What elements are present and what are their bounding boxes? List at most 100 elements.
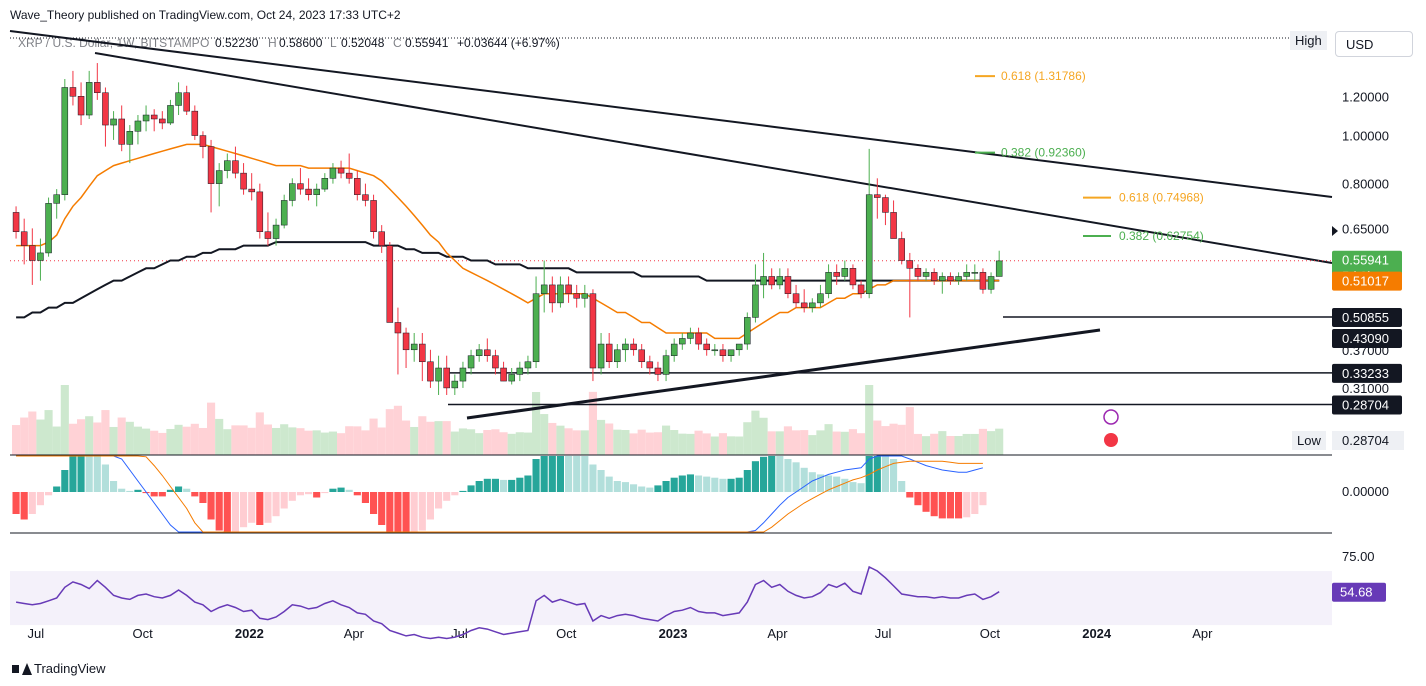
volume-bar: [816, 430, 825, 455]
volume-bar: [962, 433, 971, 455]
candle-body: [695, 332, 702, 345]
volume-bar: [556, 425, 565, 455]
volume-bar: [231, 425, 240, 455]
candle-body: [370, 200, 377, 232]
volume-bar: [588, 391, 597, 455]
volume-bar: [418, 416, 427, 455]
candle-body: [419, 343, 426, 363]
macd-histogram-bar: [12, 492, 20, 514]
legend-open-label: O: [200, 36, 209, 50]
candle-body: [833, 272, 840, 277]
candle-body: [224, 160, 231, 171]
volume-bar: [686, 433, 695, 455]
ohlc-legend: XRP / U.S. Dollar, 1W, BITSTAMP O 0.5223…: [18, 36, 560, 50]
macd-histogram-bar: [110, 481, 118, 492]
macd-histogram-bar: [418, 492, 426, 531]
candle-body: [849, 268, 857, 286]
candle-body: [630, 343, 637, 351]
macd-histogram-bar: [630, 484, 638, 492]
macd-histogram-bar: [443, 492, 451, 501]
candle-body: [792, 293, 800, 304]
currency-button[interactable]: USD: [1335, 31, 1413, 57]
volume-bar: [881, 426, 890, 455]
candle-body: [321, 178, 329, 190]
macd-histogram-bar: [922, 492, 930, 512]
volume-bar: [12, 425, 21, 455]
candle-body: [118, 118, 125, 145]
y-tick-label: 0.80000: [1342, 177, 1389, 192]
volume-bar: [328, 431, 337, 455]
volume-bar: [515, 432, 524, 455]
candle-body: [922, 272, 930, 277]
macd-histogram-bar: [28, 492, 36, 514]
macd-histogram-bar: [386, 492, 394, 532]
candle-body: [451, 380, 459, 389]
volume-bar: [142, 428, 151, 455]
macd-histogram-bar: [215, 492, 223, 531]
macd-histogram-bar: [597, 470, 605, 492]
volume-bar: [255, 412, 264, 455]
price-label-box: [1332, 395, 1402, 415]
macd-histogram-bar: [101, 464, 109, 492]
macd-histogram-bar: [93, 456, 101, 492]
tradingview-brand[interactable]: TradingView: [12, 661, 106, 676]
volume-bar: [629, 433, 638, 455]
volume-bar: [832, 431, 841, 455]
sma200-line: [16, 241, 1000, 319]
candle-body: [305, 188, 312, 195]
volume-bar: [824, 424, 833, 455]
macd-histogram-bar: [36, 492, 44, 506]
volume-bar: [808, 435, 817, 455]
volume-bar: [483, 430, 492, 455]
volume-bar: [540, 414, 549, 455]
macd-histogram-bar: [118, 488, 126, 492]
candle-body: [597, 343, 605, 369]
candles-layer: [12, 63, 1003, 395]
volume-bar: [751, 410, 760, 455]
volume-bar: [223, 429, 232, 455]
macd-histogram-bar: [573, 456, 581, 492]
candle-body: [150, 114, 158, 120]
volume-bar: [597, 419, 606, 455]
volume-bar: [678, 433, 687, 455]
candle-body: [264, 231, 272, 239]
candle-body: [540, 284, 548, 294]
macd-histogram-bar: [69, 456, 77, 492]
macd-histogram-bar: [849, 482, 857, 492]
x-tick-label: Oct: [556, 626, 577, 641]
macd-signal-line: [16, 455, 983, 533]
candle-body: [289, 183, 296, 201]
macd-histogram-bar: [158, 492, 166, 497]
y-tick-label: 0.31000: [1342, 381, 1389, 396]
macd-histogram-bar: [500, 479, 508, 492]
candle-body: [581, 293, 589, 299]
macd-histogram-bar: [881, 456, 889, 492]
candle-body: [215, 170, 223, 184]
tradingview-logo-icon: [12, 662, 32, 675]
candle-body: [979, 272, 987, 290]
volume-bar: [605, 423, 614, 455]
legend-symbol: XRP / U.S. Dollar, 1W, BITSTAMP: [18, 36, 200, 50]
macd-histogram-bar: [53, 486, 61, 492]
volume-bar: [434, 421, 443, 455]
volume-bar: [507, 433, 516, 455]
macd-histogram-bar: [735, 477, 743, 492]
volume-bar: [499, 432, 508, 455]
volume-bar: [263, 424, 272, 455]
volume-bar: [840, 431, 849, 455]
volume-bar: [215, 418, 224, 455]
rsi-line: [15, 565, 1000, 640]
legend-low-label: L: [330, 36, 337, 50]
macd-histogram-bar: [183, 488, 191, 492]
candle-body: [329, 167, 337, 179]
candle-body: [565, 284, 572, 294]
volume-bar: [20, 417, 29, 455]
macd-histogram-bar: [695, 475, 703, 492]
volume-bar: [710, 436, 719, 455]
macd-histogram-bar: [77, 456, 85, 492]
volume-bar: [930, 433, 939, 455]
price-label-text: 0.51017: [1342, 274, 1389, 289]
candle-body: [232, 160, 239, 174]
candle-body: [955, 276, 962, 281]
